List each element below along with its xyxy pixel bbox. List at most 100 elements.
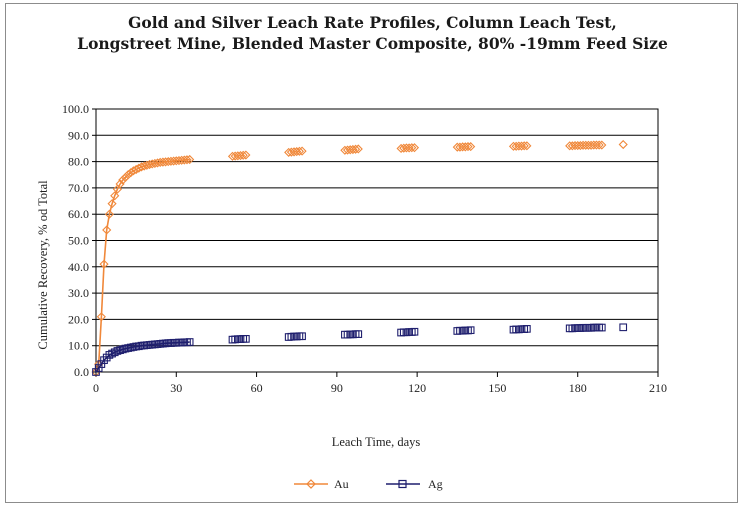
- data-point-ag: [110, 348, 119, 357]
- data-point-ag: [523, 325, 531, 333]
- data-point-au: [452, 142, 462, 152]
- plot-border: [95, 108, 659, 373]
- data-point-au: [185, 154, 195, 165]
- data-point-au: [581, 140, 591, 150]
- series-ag: [92, 323, 628, 376]
- data-point-ag: [118, 345, 127, 354]
- data-point-ag: [108, 349, 116, 358]
- chart-frame: [5, 3, 738, 503]
- data-point-ag: [92, 368, 100, 376]
- data-point-ag: [100, 356, 108, 365]
- data-point-au: [297, 146, 307, 156]
- x-axis-title: Leach Time, days: [332, 435, 421, 449]
- series-layer: [91, 139, 628, 377]
- y-tick-label: 20.0: [68, 312, 89, 326]
- data-point-au: [516, 141, 527, 151]
- data-point-au: [565, 141, 575, 151]
- y-tick-label: 30.0: [68, 286, 89, 300]
- data-point-au: [241, 150, 251, 160]
- legend-au-label: Au: [334, 477, 349, 491]
- data-point-au: [586, 140, 596, 150]
- data-point-au: [589, 140, 599, 150]
- data-point-au: [96, 312, 106, 322]
- data-point-au: [99, 259, 109, 269]
- axes: [92, 108, 659, 377]
- series-au: [91, 139, 628, 377]
- data-point-ag: [94, 364, 103, 372]
- y-tick-label: 80.0: [68, 155, 89, 169]
- data-point-ag: [116, 346, 124, 355]
- data-point-ag: [113, 347, 122, 355]
- data-point-ag: [242, 335, 250, 343]
- data-point-au: [126, 168, 136, 178]
- data-point-ag: [466, 326, 475, 335]
- data-point-au: [102, 225, 112, 235]
- data-point-au: [575, 140, 585, 151]
- data-point-au: [455, 142, 465, 152]
- data-point-ag: [597, 323, 606, 332]
- data-point-au: [597, 140, 607, 150]
- data-point-ag: [102, 353, 111, 362]
- y-tick-label: 90.0: [68, 128, 89, 142]
- data-point-au: [466, 142, 476, 152]
- legend-ag-label: Ag: [428, 477, 443, 491]
- data-point-ag: [410, 327, 419, 336]
- data-point-au: [618, 139, 628, 150]
- legend-svg: Au Ag: [294, 477, 443, 491]
- data-point-au: [583, 140, 593, 150]
- y-tick-label: 50.0: [68, 234, 89, 248]
- x-tick-label: 0: [93, 381, 99, 395]
- legend-au-marker: [306, 479, 316, 489]
- data-point-au: [508, 141, 519, 151]
- data-point-au: [591, 140, 602, 150]
- x-tick-label: 60: [251, 381, 263, 395]
- chart-title-line-2: Longstreet Mine, Blended Master Composit…: [77, 34, 668, 53]
- data-point-au: [463, 142, 473, 152]
- y-tick-label: 70.0: [68, 181, 89, 195]
- tick-labels: 0.0 10.0 20.0 30.0 40.0 50.0 60.0 70.0 80.0 90.0 1…: [62, 102, 667, 395]
- data-point-ag: [185, 338, 194, 346]
- data-point-au: [458, 142, 468, 152]
- x-tick-label: 150: [488, 381, 506, 395]
- data-point-au: [351, 144, 361, 154]
- data-point-au: [294, 146, 304, 156]
- data-point-au: [123, 170, 133, 180]
- y-tick-label: 60.0: [68, 207, 89, 221]
- data-point-au: [407, 143, 417, 153]
- data-point-ag: [354, 330, 363, 338]
- data-point-ag: [619, 323, 628, 332]
- legend: Au Ag: [0, 475, 745, 493]
- data-point-ag: [298, 332, 306, 341]
- data-point-au: [519, 141, 529, 151]
- data-point-ag: [97, 360, 106, 368]
- data-point-au: [522, 141, 532, 151]
- y-tick-label: 100.0: [62, 102, 89, 116]
- data-point-au: [511, 141, 521, 151]
- data-point-au: [578, 140, 588, 150]
- data-point-au: [120, 172, 131, 182]
- data-point-au: [594, 140, 604, 150]
- legend-item-au: Au: [294, 477, 349, 491]
- x-tick-label: 180: [569, 381, 587, 395]
- data-point-ag: [105, 351, 114, 359]
- legend-item-ag: Ag: [386, 477, 443, 491]
- y-tick-label: 10.0: [68, 339, 89, 353]
- x-tick-label: 210: [649, 381, 667, 395]
- data-point-au: [118, 175, 128, 185]
- data-point-au: [567, 141, 577, 151]
- data-point-au: [570, 140, 580, 151]
- data-point-au: [182, 155, 192, 165]
- data-point-au: [460, 142, 470, 152]
- data-point-au: [110, 191, 120, 201]
- data-point-au: [238, 150, 248, 160]
- data-point-au: [399, 143, 409, 153]
- x-tick-label: 30: [170, 381, 182, 395]
- y-tick-label: 40.0: [68, 260, 89, 274]
- data-point-au: [104, 209, 114, 219]
- data-point-au: [409, 143, 420, 153]
- data-point-au: [115, 179, 125, 189]
- data-point-au: [514, 141, 524, 151]
- y-axis-title: Cumulative Recovery, % od Total: [36, 180, 50, 350]
- x-tick-label: 90: [331, 381, 343, 395]
